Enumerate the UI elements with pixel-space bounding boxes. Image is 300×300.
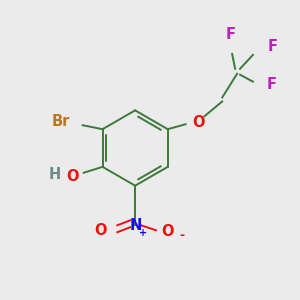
Text: O: O: [162, 224, 174, 239]
Text: F: F: [268, 40, 278, 55]
Text: O: O: [67, 169, 79, 184]
Text: O: O: [94, 223, 107, 238]
Text: F: F: [225, 27, 235, 42]
Text: -: -: [179, 229, 184, 242]
Text: F: F: [267, 77, 277, 92]
Text: O: O: [192, 115, 205, 130]
Text: N: N: [130, 218, 142, 233]
Text: H: H: [49, 167, 61, 182]
Text: Br: Br: [52, 114, 70, 129]
Text: +: +: [139, 228, 147, 238]
